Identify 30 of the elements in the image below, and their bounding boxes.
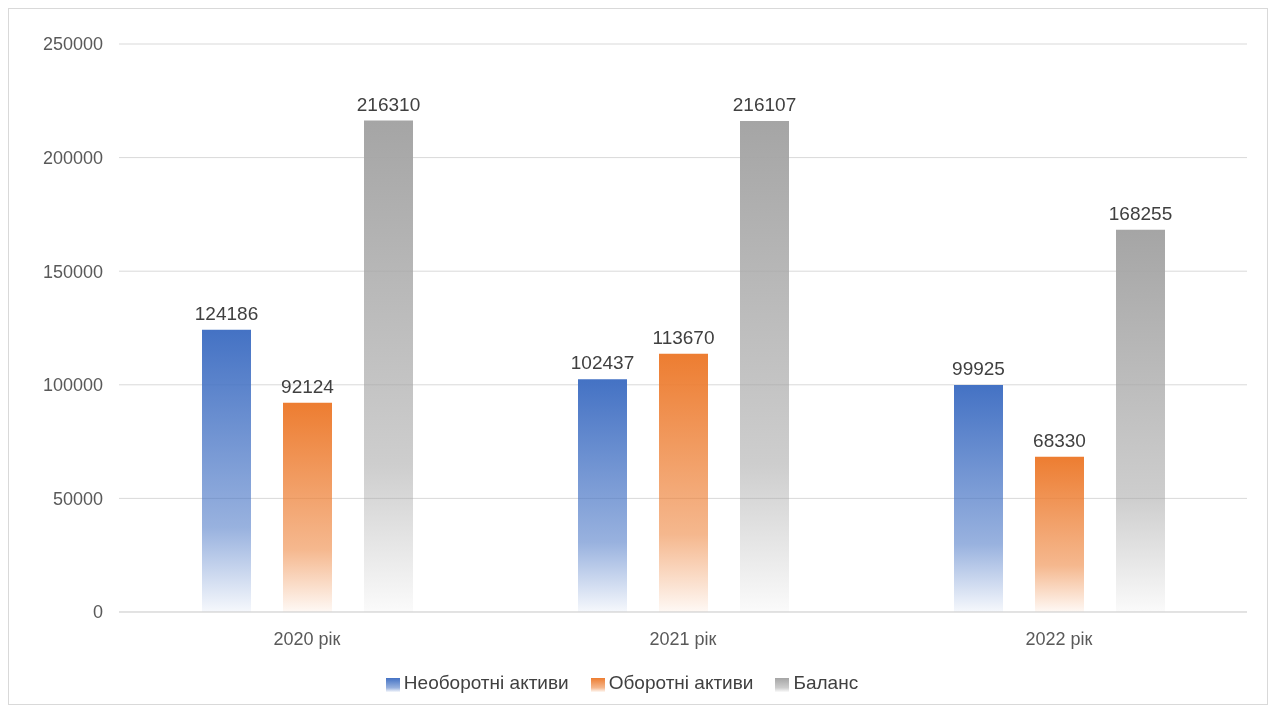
data-label: 99925 xyxy=(952,357,1005,379)
x-tick-label: 2020 рік xyxy=(273,628,341,649)
bar xyxy=(659,353,708,612)
bar xyxy=(202,329,251,612)
data-label: 124186 xyxy=(194,302,259,324)
x-tick-label: 2022 рік xyxy=(1025,628,1093,649)
bar xyxy=(364,120,413,612)
data-label: 113670 xyxy=(652,326,715,348)
data-label: 216310 xyxy=(356,93,421,115)
bar xyxy=(740,121,789,612)
data-label: 92124 xyxy=(281,375,335,397)
bar xyxy=(1035,456,1084,612)
bar xyxy=(954,384,1003,612)
y-tick-label: 0 xyxy=(92,602,103,623)
bar xyxy=(1116,229,1165,612)
legend-label: Необоротні активи xyxy=(403,672,569,693)
legend-label: Оборотні активи xyxy=(608,672,754,693)
bar xyxy=(578,379,627,612)
legend-label: Баланс xyxy=(793,672,859,693)
data-label: 168255 xyxy=(1108,202,1173,224)
x-tick-label: 2021 рік xyxy=(649,628,717,649)
data-label: 216107 xyxy=(732,94,797,115)
y-tick-label: 100000 xyxy=(42,375,103,396)
data-label: 102437 xyxy=(570,352,635,374)
y-tick-label: 250000 xyxy=(42,34,103,55)
bar xyxy=(283,402,332,612)
y-tick-label: 200000 xyxy=(42,147,103,168)
y-tick-label: 150000 xyxy=(42,261,103,282)
data-label: 68330 xyxy=(1033,429,1086,451)
y-tick-label: 50000 xyxy=(52,488,103,509)
